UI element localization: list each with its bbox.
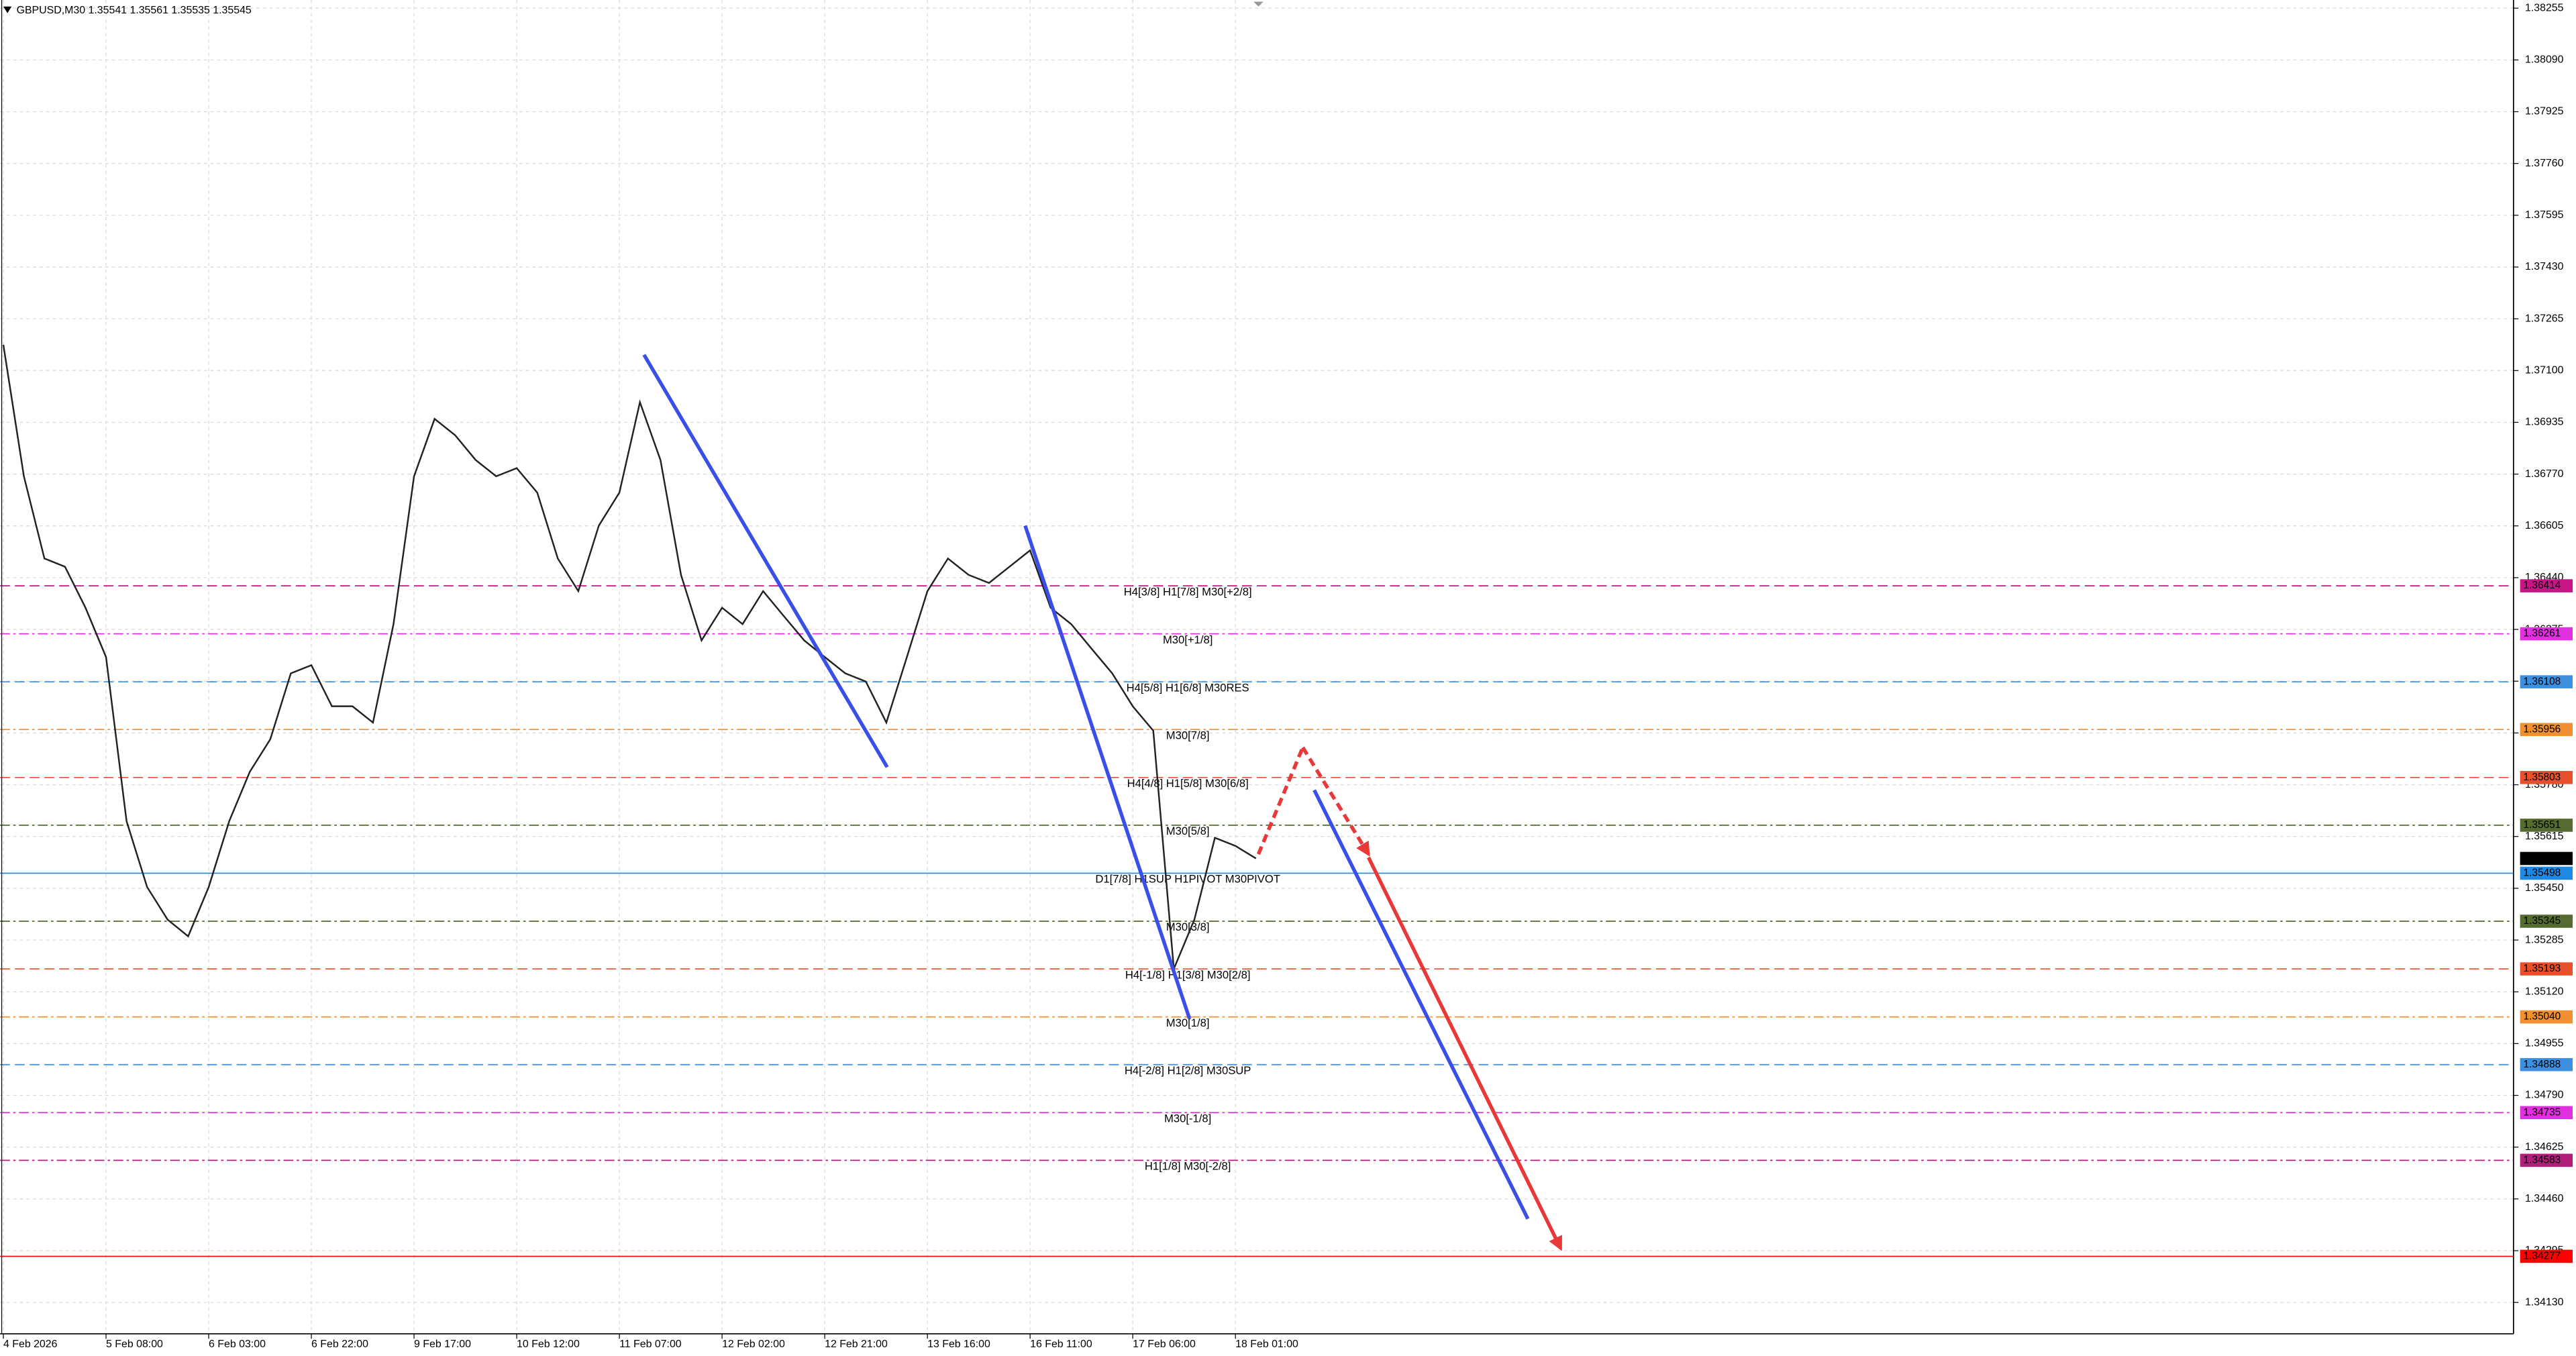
price-line bbox=[2, 344, 1257, 970]
price-box-label: 1.36414 bbox=[2524, 580, 2561, 591]
y-tick-label: 1.36935 bbox=[2525, 417, 2564, 428]
level-label: D1[7/8] H1SUP H1PIVOT M30PIVOT bbox=[1095, 873, 1280, 886]
data-layer bbox=[2, 344, 1257, 970]
level-label: M30[3/8] bbox=[1166, 921, 1210, 933]
price-box bbox=[2520, 866, 2573, 880]
projection-line bbox=[1312, 789, 1530, 1220]
x-tick-label: 4 Feb 2026 bbox=[3, 1339, 58, 1350]
y-tick-label: 1.34955 bbox=[2525, 1038, 2564, 1049]
x-tick-label: 10 Feb 12:00 bbox=[517, 1339, 580, 1350]
y-tick-label: 1.35450 bbox=[2525, 882, 2564, 894]
y-tick-label: 1.37265 bbox=[2525, 313, 2564, 324]
y-tick-label: 1.34130 bbox=[2525, 1296, 2564, 1308]
price-box-label: 1.35956 bbox=[2524, 723, 2561, 735]
price-box-label: 1.36108 bbox=[2524, 676, 2561, 687]
x-tick-label: 18 Feb 01:00 bbox=[1235, 1339, 1298, 1350]
trend-line bbox=[642, 354, 889, 768]
price-box bbox=[2520, 962, 2573, 976]
x-tick-label: 12 Feb 02:00 bbox=[722, 1339, 785, 1350]
price-box bbox=[2520, 723, 2573, 737]
level-label: M30[5/8] bbox=[1166, 825, 1210, 837]
level-label: M30[-1/8] bbox=[1164, 1112, 1211, 1125]
menu-caret bbox=[3, 6, 12, 13]
price-box-label: 1.35651 bbox=[2524, 819, 2561, 831]
x-tick-label: 9 Feb 17:00 bbox=[414, 1339, 471, 1350]
level-label: H4[-1/8] H1[3/8] M30[2/8] bbox=[1125, 968, 1251, 981]
grid-layer bbox=[0, 0, 2514, 1334]
y-tick-label: 1.35285 bbox=[2525, 934, 2564, 945]
x-tick-label: 6 Feb 03:00 bbox=[209, 1339, 266, 1350]
trend-drawings bbox=[642, 354, 1563, 1251]
price-box bbox=[2520, 1153, 2573, 1167]
y-tick-label: 1.36605 bbox=[2525, 520, 2564, 531]
price-box-label: 1.34277 bbox=[2524, 1251, 2561, 1262]
x-tick-label: 5 Feb 08:00 bbox=[106, 1339, 163, 1350]
level-label: H4[4/8] H1[5/8] M30[6/8] bbox=[1127, 777, 1249, 790]
price-box bbox=[2520, 579, 2573, 592]
price-box-label: 1.35345 bbox=[2524, 915, 2561, 927]
price-box bbox=[2520, 851, 2573, 866]
price-box bbox=[2520, 1010, 2573, 1024]
projection-arrow bbox=[1367, 856, 1563, 1251]
price-box-label: 1.34888 bbox=[2524, 1059, 2561, 1070]
level-label: M30[1/8] bbox=[1166, 1016, 1210, 1029]
level-label: H4[5/8] H1[6/8] M30RES bbox=[1127, 681, 1249, 694]
chart-title: GBPUSD,M30 1.35541 1.35561 1.35535 1.355… bbox=[17, 5, 252, 16]
level-label: H4[-2/8] H1[2/8] M30SUP bbox=[1125, 1064, 1251, 1077]
axis-layer: 1.38255 1.38090 1.37925 1.37760 1.37595 1.374… bbox=[3, 2, 2573, 1350]
price-box-label: 1.35498 bbox=[2524, 868, 2561, 879]
price-box bbox=[2520, 1106, 2573, 1120]
price-box-label: 1.35040 bbox=[2524, 1011, 2561, 1023]
y-tick-label: 1.34625 bbox=[2525, 1141, 2564, 1153]
levels-layer: H4[3/8] H1[7/8] M30[+2/8] M30[+1/8] H4[5/8… bbox=[0, 585, 2514, 1257]
level-label: M30[7/8] bbox=[1166, 729, 1210, 741]
y-tick-label: 1.34460 bbox=[2525, 1193, 2564, 1204]
y-tick-label: 1.37100 bbox=[2525, 364, 2564, 376]
y-tick-label: 1.38090 bbox=[2525, 54, 2564, 66]
y-tick-label: 1.34790 bbox=[2525, 1090, 2564, 1101]
price-box-label: 1.34735 bbox=[2524, 1106, 2561, 1118]
price-box bbox=[2520, 915, 2573, 928]
price-box bbox=[2520, 1249, 2573, 1263]
price-box-label: 1.34583 bbox=[2524, 1154, 2561, 1165]
x-tick-label: 13 Feb 16:00 bbox=[927, 1339, 990, 1350]
projection-dashed bbox=[1256, 746, 1305, 855]
y-tick-label: 1.37595 bbox=[2525, 209, 2564, 221]
level-label: M30[+1/8] bbox=[1163, 633, 1213, 646]
x-tick-label: 6 Feb 22:00 bbox=[311, 1339, 368, 1350]
x-tick-label: 16 Feb 11:00 bbox=[1030, 1339, 1092, 1350]
scroll-marker bbox=[1253, 1, 1264, 7]
y-tick-label: 1.37925 bbox=[2525, 106, 2564, 117]
price-box-label: 1.36261 bbox=[2524, 628, 2561, 639]
y-tick-label: 1.37430 bbox=[2525, 261, 2564, 272]
price-box bbox=[2520, 771, 2573, 784]
y-tick-label: 1.36770 bbox=[2525, 468, 2564, 480]
level-label: H1[1/8] M30[-2/8] bbox=[1145, 1160, 1231, 1173]
x-tick-label: 11 Feb 07:00 bbox=[619, 1339, 682, 1350]
frame: GBPUSD,M30 1.35541 1.35561 1.35535 1.355… bbox=[0, 0, 2514, 1335]
price-box bbox=[2520, 627, 2573, 641]
price-box-label: 1.35193 bbox=[2524, 963, 2561, 974]
trend-line bbox=[1023, 525, 1192, 1019]
y-tick-label: 1.35615 bbox=[2525, 831, 2564, 842]
price-box bbox=[2520, 819, 2573, 832]
price-box-label: 1.35803 bbox=[2524, 772, 2561, 783]
projection-dashed bbox=[1301, 746, 1370, 857]
price-box bbox=[2520, 1057, 2573, 1072]
x-tick-label: 17 Feb 06:00 bbox=[1133, 1339, 1196, 1350]
price-box bbox=[2520, 675, 2573, 688]
y-tick-label: 1.35120 bbox=[2525, 986, 2564, 997]
y-tick-label: 1.37760 bbox=[2525, 158, 2564, 169]
y-tick-label: 1.38255 bbox=[2525, 2, 2564, 13]
level-label: H4[3/8] H1[7/8] M30[+2/8] bbox=[1124, 585, 1252, 598]
price-box-label: 1.35545 bbox=[2524, 853, 2561, 864]
x-tick-label: 12 Feb 21:00 bbox=[825, 1339, 888, 1350]
